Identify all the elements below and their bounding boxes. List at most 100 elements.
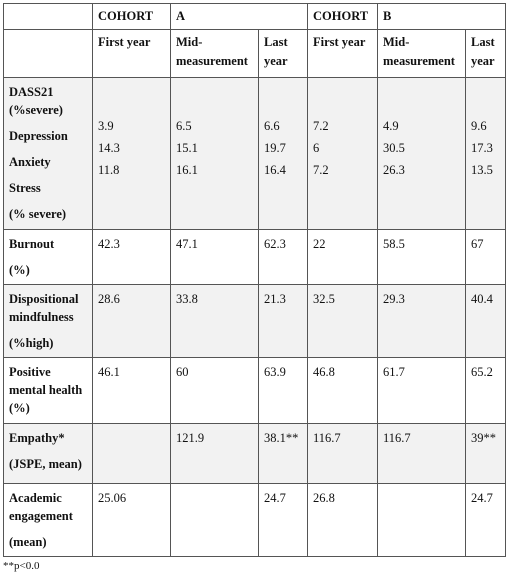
cell: 6.5 15.1 16.1 — [170, 76, 259, 230]
cell-value: 14.3 — [98, 140, 120, 155]
column-header: First year — [307, 28, 378, 78]
row-label: Positive mental health (%) — [3, 357, 93, 424]
corner — [3, 3, 93, 30]
cell: 24.7 — [258, 482, 308, 557]
spacer — [176, 83, 253, 113]
cell: 39** — [465, 422, 506, 484]
row-title: Dispositional mindfulness — [9, 291, 79, 324]
cell-value: 67 — [471, 236, 484, 251]
cell: 22 — [307, 228, 378, 285]
row-label: Burnout (%) — [3, 228, 93, 285]
cell-value: 42.3 — [98, 236, 120, 251]
cell: 65.2 — [465, 357, 506, 424]
column-header: Last year — [465, 28, 506, 78]
cell-value: 32.5 — [313, 291, 335, 306]
cell-value: 30.5 — [383, 140, 405, 155]
cell-value: 61.7 — [383, 365, 405, 380]
column-header: Last year — [258, 28, 308, 78]
data-table: COHORT A COHORT B First year Mid-measurem… — [3, 3, 506, 557]
row: Positive mental health (%) 46.1 60 63.9 46.8… — [3, 357, 506, 424]
row-title: Academic engagement — [9, 490, 73, 523]
cohort-label: COHORT — [92, 3, 171, 30]
cell-value: 40.4 — [471, 291, 493, 306]
cell-value: 7.2 — [313, 163, 329, 177]
row-note: (% severe) — [9, 207, 67, 222]
cell: 63.9 — [258, 357, 308, 424]
cell-value: 16.1 — [176, 163, 198, 177]
row: Academic engagement (mean) 25.06 24.7 26.8 24… — [3, 482, 506, 557]
spacer — [264, 83, 302, 113]
cell: 62.3 — [258, 228, 308, 285]
cell-value: 24.7 — [471, 490, 493, 505]
column-header: Mid-measurement — [377, 28, 466, 78]
sub-label: Anxiety — [9, 155, 51, 170]
cell-value: 17.3 — [471, 140, 493, 155]
row-note: (mean) — [9, 534, 47, 549]
row-label: DASS21 (%severe) Depression Anxiety Stress (… — [3, 76, 93, 230]
cell-value: 13.5 — [471, 163, 493, 177]
sub-label: Stress — [9, 181, 41, 196]
cell — [377, 482, 466, 557]
cell: 9.6 17.3 13.5 — [465, 76, 506, 230]
cell: 24.7 — [465, 482, 506, 557]
spacer — [313, 83, 372, 113]
row: Empathy* (JSPE, mean) 121.9 38.1** 116.7 116.… — [3, 422, 506, 484]
cell-value: 6.5 — [176, 118, 192, 133]
cell-value: 4.9 — [383, 118, 399, 133]
row-label: Academic engagement (mean) — [3, 482, 93, 557]
cell: 38.1** — [258, 422, 308, 484]
row-note: (%) — [9, 262, 30, 277]
cell: 3.9 14.3 11.8 — [92, 76, 171, 230]
row-note: (JSPE, mean) — [9, 456, 82, 471]
cell: 46.1 — [92, 357, 171, 424]
cell-value: 39** — [471, 430, 496, 445]
cell-value: 62.3 — [264, 236, 286, 251]
cell: 6.6 19.7 16.4 — [258, 76, 308, 230]
cell-value: 65.2 — [471, 365, 493, 380]
row: DASS21 (%severe) Depression Anxiety Stress (… — [3, 76, 506, 230]
row-label: Dispositional mindfulness (%high) — [3, 283, 93, 359]
cell-value: 9.6 — [471, 118, 487, 133]
cell-value: 28.6 — [98, 291, 120, 306]
cell: 4.9 30.5 26.3 — [377, 76, 466, 230]
cohort-name: A — [170, 3, 308, 30]
cell-value: 60 — [176, 365, 189, 380]
cell — [92, 422, 171, 484]
cell-value: 19.7 — [264, 140, 286, 155]
row-title: Positive mental health (%) — [9, 365, 83, 416]
cell-value: 47.1 — [176, 236, 198, 251]
cell: 60 — [170, 357, 259, 424]
cell: 21.3 — [258, 283, 308, 359]
column-header: Mid-measurement — [170, 28, 259, 78]
cell-value: 6.6 — [264, 118, 280, 133]
footnote: **p<0.0 — [3, 559, 40, 572]
cell-value: 16.4 — [264, 163, 286, 177]
cell-value: 6 — [313, 140, 320, 155]
cell: 46.8 — [307, 357, 378, 424]
column-header: First year — [92, 28, 171, 78]
cell-value: 3.9 — [98, 118, 114, 133]
cell-value: 24.7 — [264, 490, 286, 505]
cell: 116.7 — [377, 422, 466, 484]
cell-value: 29.3 — [383, 291, 405, 306]
cell-value: 116.7 — [313, 430, 341, 445]
row: Burnout (%) 42.3 47.1 62.3 22 58.5 67 — [3, 228, 506, 285]
spacer — [383, 83, 460, 113]
cell — [170, 482, 259, 557]
cell: 33.8 — [170, 283, 259, 359]
cell-value: 11.8 — [98, 163, 120, 177]
spacer — [98, 83, 165, 113]
row: Dispositional mindfulness (%high) 28.6 33.8… — [3, 283, 506, 359]
cohort-label: COHORT — [307, 3, 378, 30]
row-label: Empathy* (JSPE, mean) — [3, 422, 93, 484]
cell-value: 33.8 — [176, 291, 198, 306]
cell: 26.8 — [307, 482, 378, 557]
cell: 28.6 — [92, 283, 171, 359]
cell: 121.9 — [170, 422, 259, 484]
row-title: Empathy* — [9, 430, 65, 445]
cell-value: 21.3 — [264, 291, 286, 306]
cell: 32.5 — [307, 283, 378, 359]
cell: 29.3 — [377, 283, 466, 359]
cell: 7.2 6 7.2 — [307, 76, 378, 230]
cell: 67 — [465, 228, 506, 285]
